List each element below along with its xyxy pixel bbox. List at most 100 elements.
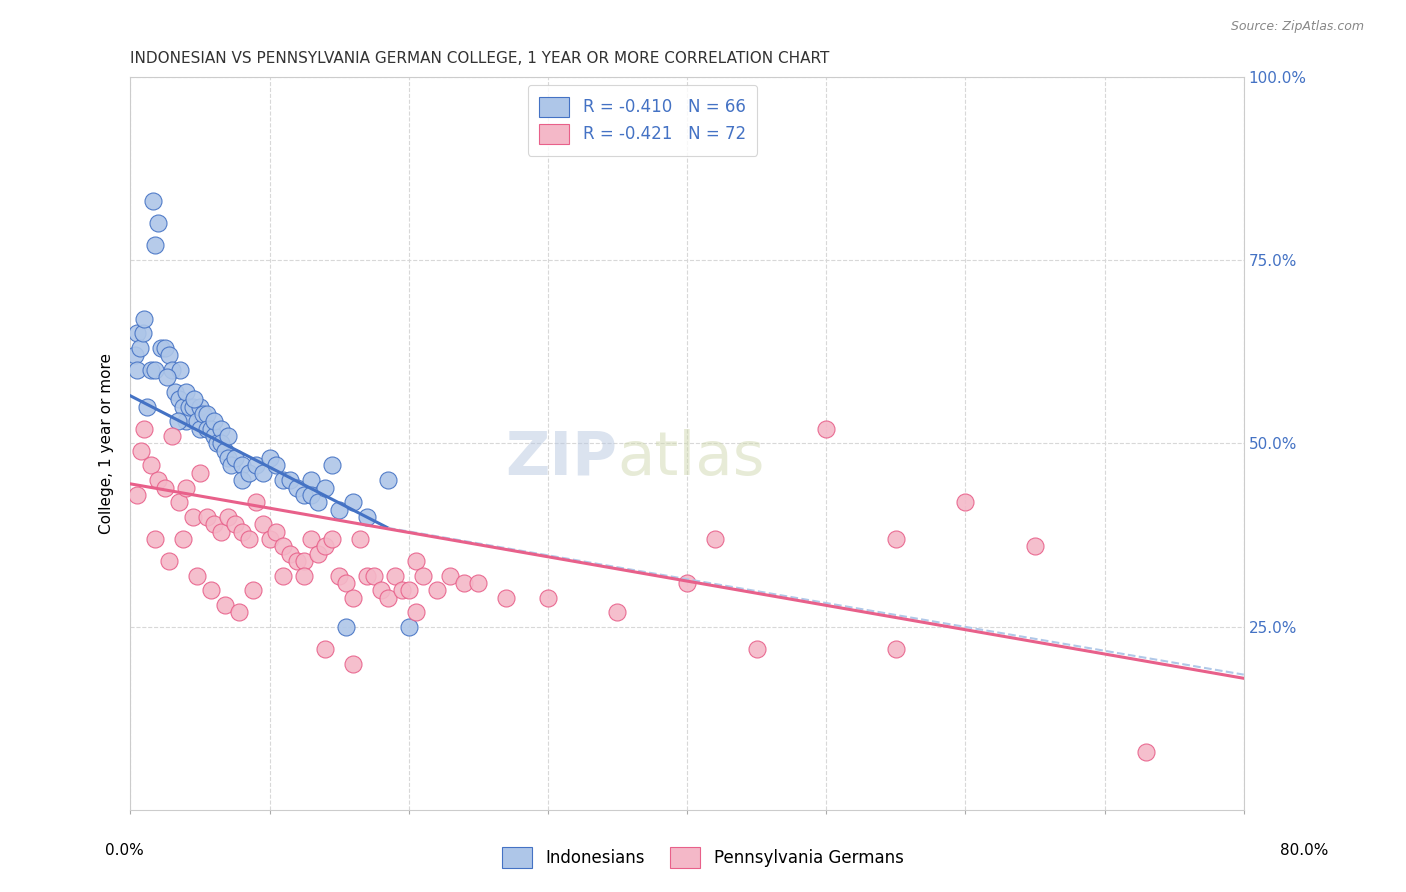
Point (405, 605, 427, 619)
Point (252, 466, 274, 480)
Point (157, 554, 180, 568)
Point (266, 458, 288, 473)
Point (815, 422, 838, 436)
Point (335, 620, 357, 634)
Point (153, 481, 176, 495)
Point (167, 392, 190, 407)
Point (132, 326, 155, 341)
Point (412, 568, 434, 582)
Point (166, 414, 188, 428)
Point (160, 429, 183, 443)
Point (292, 568, 315, 582)
Point (145, 238, 167, 252)
Point (228, 605, 250, 619)
Point (153, 341, 176, 355)
Point (314, 642, 336, 657)
Point (217, 451, 239, 466)
Point (224, 451, 246, 466)
Point (169, 363, 191, 377)
Point (314, 481, 336, 495)
Point (884, 642, 907, 657)
Point (186, 568, 208, 582)
Point (202, 429, 225, 443)
Point (163, 385, 186, 400)
Point (195, 407, 218, 421)
Point (202, 414, 225, 428)
Point (537, 591, 560, 605)
Text: 0.0%: 0.0% (105, 843, 145, 858)
Point (349, 532, 371, 546)
Point (307, 495, 329, 509)
Point (955, 495, 977, 509)
Point (219, 458, 242, 473)
Point (405, 554, 427, 568)
Point (238, 466, 260, 480)
Point (242, 583, 264, 598)
Point (280, 547, 302, 561)
Point (342, 591, 364, 605)
Point (321, 458, 343, 473)
Point (191, 407, 214, 421)
Point (292, 488, 315, 502)
Point (145, 532, 167, 546)
Point (377, 591, 399, 605)
Point (209, 524, 232, 539)
Point (335, 575, 357, 590)
Point (1135, 745, 1157, 759)
Point (200, 583, 222, 598)
Point (384, 568, 406, 582)
Point (370, 583, 392, 598)
Point (285, 481, 308, 495)
Legend: R = -0.410   N = 66, R = -0.421   N = 72: R = -0.410 N = 66, R = -0.421 N = 72 (527, 85, 758, 155)
Point (146, 216, 169, 230)
Point (217, 429, 239, 443)
Point (245, 495, 267, 509)
Point (183, 392, 205, 407)
Point (342, 495, 364, 509)
Point (1024, 539, 1046, 553)
Point (398, 620, 420, 634)
Point (214, 443, 236, 458)
Text: ZIP: ZIP (506, 429, 617, 488)
Point (299, 532, 322, 546)
Point (209, 422, 232, 436)
Point (356, 568, 378, 582)
Point (606, 605, 628, 619)
Point (299, 473, 322, 487)
Point (299, 488, 322, 502)
Point (127, 363, 149, 377)
Point (231, 458, 253, 473)
Point (186, 414, 208, 428)
Point (280, 473, 302, 487)
Point (321, 532, 343, 546)
Point (495, 591, 517, 605)
Point (425, 583, 447, 598)
Point (328, 502, 350, 516)
Point (391, 583, 413, 598)
Point (141, 363, 163, 377)
Point (174, 385, 197, 400)
Point (188, 400, 211, 414)
Point (129, 341, 152, 355)
Point (214, 598, 236, 612)
Point (141, 458, 163, 473)
Point (181, 400, 204, 414)
Point (146, 473, 169, 487)
Point (195, 422, 218, 436)
Point (273, 568, 295, 582)
Point (398, 583, 420, 598)
Point (467, 575, 489, 590)
Point (124, 348, 146, 362)
Point (195, 509, 218, 524)
Point (259, 451, 281, 466)
Point (238, 532, 260, 546)
Point (127, 488, 149, 502)
Point (328, 568, 350, 582)
Point (149, 341, 172, 355)
Point (157, 348, 180, 362)
Point (134, 311, 156, 326)
Point (217, 509, 239, 524)
Point (209, 436, 232, 450)
Point (285, 554, 308, 568)
Text: Source: ZipAtlas.com: Source: ZipAtlas.com (1230, 20, 1364, 33)
